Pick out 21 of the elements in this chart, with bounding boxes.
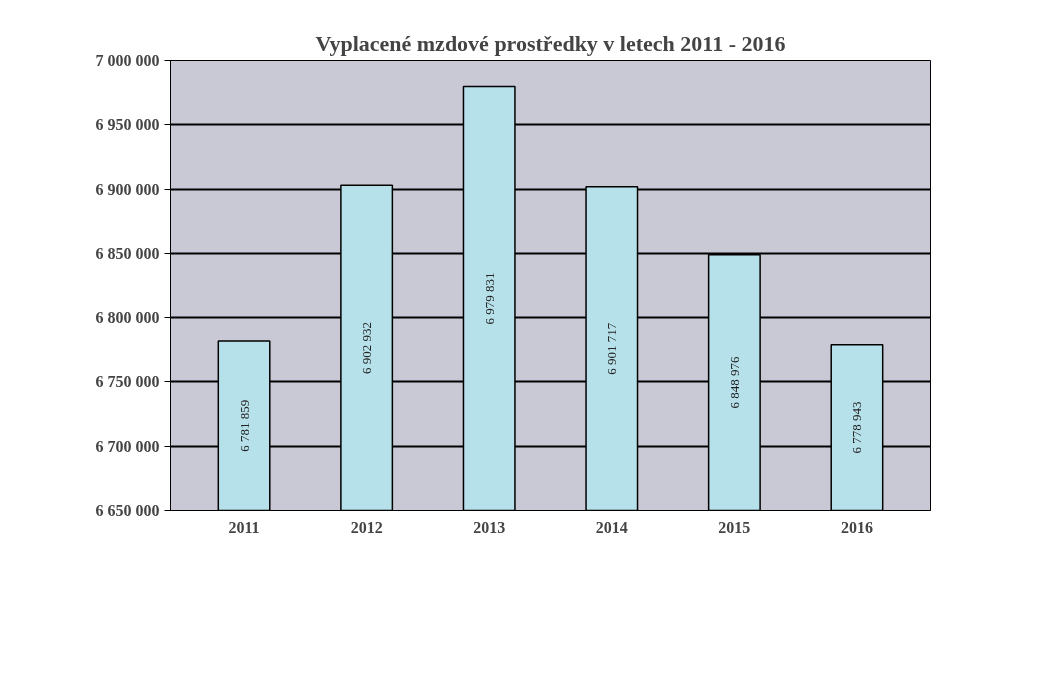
y-tick-label: 7 000 000 [95,52,160,69]
x-tick-label: 2015 [718,518,751,536]
data-label: 6 902 932 [359,321,375,374]
x-tick-label: 2012 [350,518,383,536]
y-tick-label: 6 950 000 [95,116,160,134]
y-tick-label: 6 850 000 [95,244,160,262]
x-tick-label: 2013 [473,518,506,536]
chart-title: Vyplacené mzdové prostředky v letech 2011 - 2016 [315,30,786,56]
y-tick-label: 6 700 000 [95,437,160,455]
data-label: 6 901 717 [604,322,620,375]
y-tick-label: 6 800 000 [95,309,160,327]
data-label: 6 979 831 [481,272,497,325]
y-tick-label: 6 650 000 [95,502,160,519]
x-tick-label: 2011 [228,518,260,536]
data-label: 6 778 943 [849,401,865,454]
y-tick-label: 6 900 000 [95,180,160,198]
x-tick-label: 2014 [595,518,628,536]
data-label: 6 848 976 [726,356,742,409]
y-tick-label: 6 750 000 [95,373,160,391]
x-tick-label: 2016 [840,518,873,536]
data-label: 6 781 859 [236,399,252,452]
